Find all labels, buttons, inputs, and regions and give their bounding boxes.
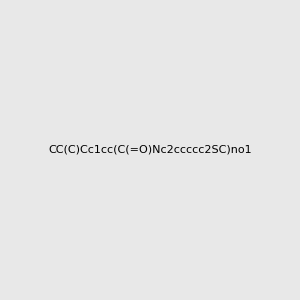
Text: CC(C)Cc1cc(C(=O)Nc2ccccc2SC)no1: CC(C)Cc1cc(C(=O)Nc2ccccc2SC)no1 [48,145,252,155]
